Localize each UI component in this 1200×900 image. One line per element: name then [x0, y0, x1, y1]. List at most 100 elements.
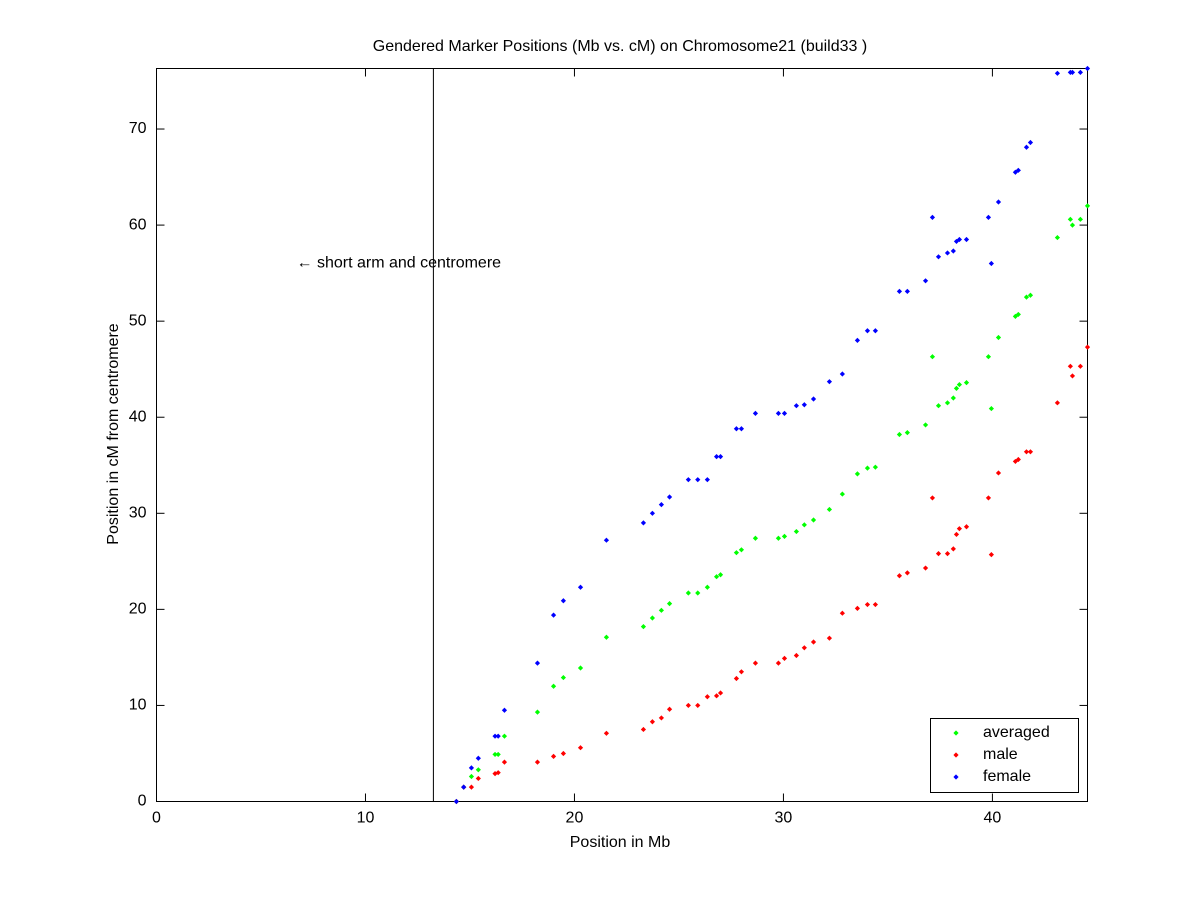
- point: [896, 288, 903, 294]
- point: [752, 410, 759, 416]
- point: [603, 730, 610, 736]
- point: [495, 770, 501, 776]
- chart-title: Gendered Marker Positions (Mb vs. cM) on…: [373, 38, 867, 55]
- point: [988, 552, 994, 558]
- point: [929, 214, 936, 221]
- point: [826, 379, 833, 385]
- point: [685, 477, 691, 483]
- legend-marker: [953, 730, 959, 736]
- legend-label: male: [983, 746, 1018, 763]
- point: [649, 615, 656, 621]
- point: [501, 707, 508, 713]
- point: [826, 635, 833, 641]
- point: [1012, 169, 1019, 175]
- point: [793, 528, 799, 535]
- point: [717, 572, 724, 578]
- point: [704, 477, 710, 483]
- point: [985, 214, 992, 221]
- point: [944, 551, 951, 557]
- point: [640, 520, 647, 526]
- x-tick-label: 10: [357, 810, 375, 827]
- point: [781, 655, 788, 661]
- y-tick-label: 0: [138, 793, 147, 810]
- point: [475, 755, 481, 761]
- point: [781, 410, 788, 416]
- point: [738, 426, 745, 432]
- point: [839, 491, 845, 497]
- point: [658, 502, 664, 508]
- point: [1012, 458, 1019, 465]
- point: [550, 612, 557, 618]
- point: [666, 600, 673, 607]
- point: [704, 694, 710, 700]
- point: [492, 733, 498, 739]
- point: [492, 751, 498, 758]
- point: [1015, 167, 1021, 173]
- point: [738, 547, 745, 553]
- point: [1015, 456, 1021, 463]
- point: [1023, 294, 1030, 300]
- point: [995, 334, 1002, 341]
- point: [950, 546, 956, 552]
- point: [475, 767, 481, 773]
- point: [872, 601, 878, 608]
- point: [713, 693, 720, 699]
- point: [695, 590, 701, 596]
- point: [956, 381, 962, 388]
- point: [1054, 234, 1061, 241]
- point: [929, 354, 936, 360]
- legend-marker: [953, 752, 959, 758]
- point: [896, 431, 903, 438]
- point: [1027, 292, 1034, 298]
- point: [666, 706, 673, 712]
- point: [649, 719, 656, 725]
- point: [733, 675, 740, 682]
- point: [560, 750, 566, 757]
- point: [658, 607, 664, 613]
- point: [793, 652, 799, 659]
- point: [534, 660, 541, 666]
- point: [713, 574, 720, 580]
- point: [1084, 344, 1091, 350]
- point: [854, 471, 861, 477]
- point: [963, 380, 970, 386]
- y-tick-label: 60: [129, 216, 147, 233]
- point: [1067, 363, 1073, 369]
- point: [1054, 70, 1061, 76]
- point: [775, 410, 782, 416]
- point: [1084, 65, 1091, 72]
- point: [495, 733, 501, 739]
- point: [468, 784, 475, 790]
- point: [468, 765, 475, 771]
- point: [935, 254, 942, 260]
- x-tick-label: 30: [775, 810, 793, 827]
- point: [492, 771, 498, 777]
- point: [713, 454, 720, 460]
- point: [550, 683, 557, 689]
- point: [560, 674, 566, 681]
- point: [1069, 69, 1076, 75]
- point: [1027, 449, 1034, 455]
- point: [752, 660, 759, 666]
- point: [640, 726, 647, 733]
- point: [995, 199, 1002, 205]
- point: [1084, 203, 1091, 209]
- point: [577, 745, 584, 751]
- point: [453, 798, 459, 805]
- point: [801, 402, 807, 408]
- point: [922, 422, 929, 428]
- y-tick-label: 20: [129, 601, 147, 618]
- point: [953, 531, 960, 538]
- point: [793, 403, 799, 409]
- point: [922, 278, 929, 284]
- x-tick-label: 0: [152, 810, 161, 827]
- point: [534, 759, 541, 765]
- point: [1023, 449, 1030, 455]
- point: [1015, 311, 1021, 318]
- point: [839, 371, 845, 377]
- point: [935, 403, 942, 409]
- point: [988, 405, 994, 412]
- point: [666, 494, 673, 500]
- point: [577, 584, 584, 590]
